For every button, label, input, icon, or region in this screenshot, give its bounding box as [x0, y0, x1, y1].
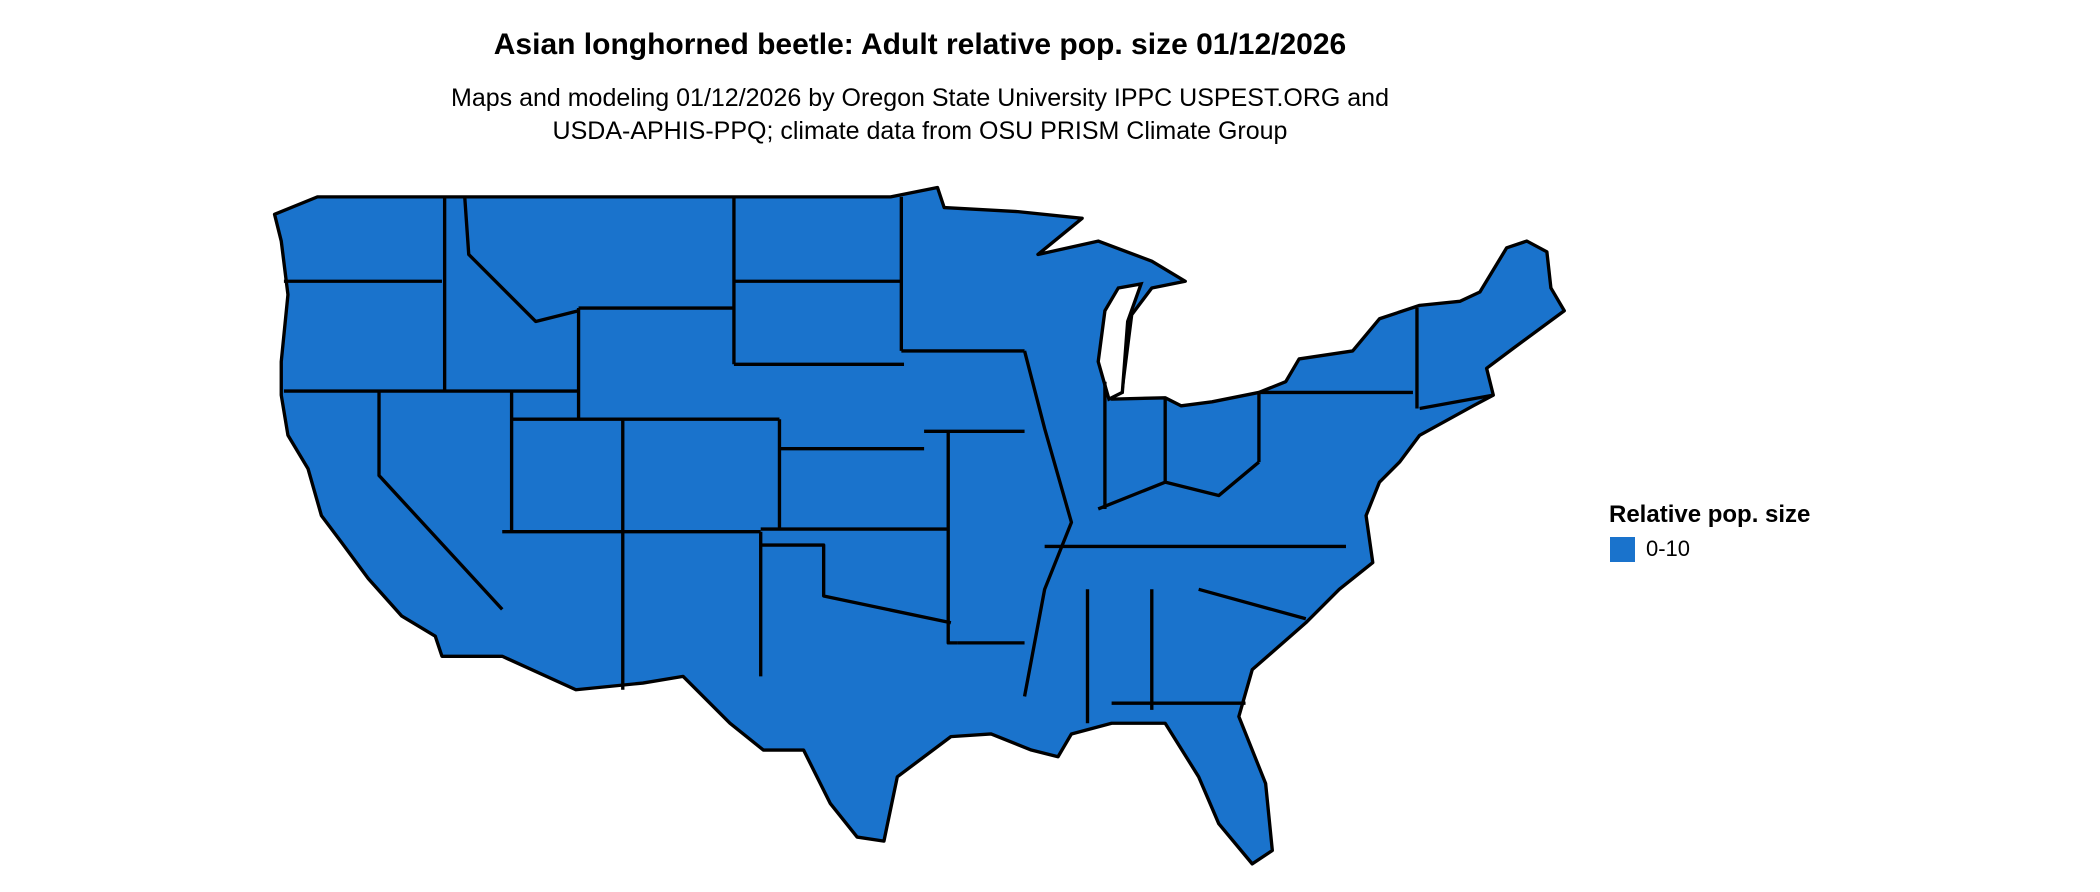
- lake-michigan: [1096, 281, 1144, 402]
- map-subtitle-line-2: USDA-APHIS-PPQ; climate data from OSU PR…: [552, 117, 1288, 145]
- state-borders: [283, 196, 1494, 724]
- contiguous-us-shape: [272, 185, 1566, 866]
- map-title: Asian longhorned beetle: Adult relative …: [493, 28, 1347, 61]
- legend-label: 0-10: [1646, 536, 1691, 561]
- map-subtitle-line-1: Maps and modeling 01/12/2026 by Oregon S…: [451, 84, 1389, 112]
- legend-swatch: [1610, 537, 1635, 562]
- legend-title: Relative pop. size: [1609, 501, 1811, 528]
